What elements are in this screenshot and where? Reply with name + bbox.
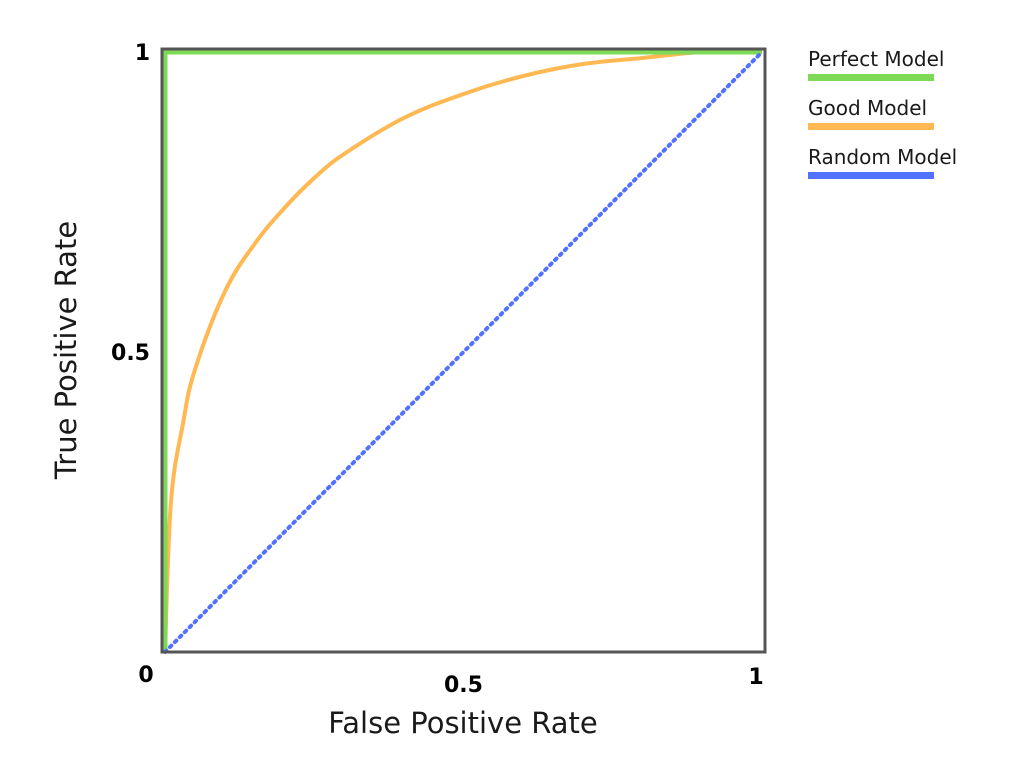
legend: Perfect Model Good Model Random Model <box>808 47 957 179</box>
legend-swatch-perfect-model <box>808 74 934 81</box>
y-tick-label: 1 <box>135 41 150 66</box>
y-axis-label: True Positive Rate <box>49 221 83 480</box>
series-line-good-model <box>163 49 763 653</box>
series-line-perfect-model <box>162 49 762 652</box>
plot-frame <box>160 47 767 654</box>
series-layer <box>162 49 764 654</box>
x-tick-label: 0.5 <box>444 673 483 698</box>
x-tick-label: 1 <box>748 665 763 690</box>
tick-layer: 0.5 1 0.5 1 0 <box>111 41 764 698</box>
legend-label-good-model: Good Model <box>808 96 927 120</box>
y-tick-label: 0.5 <box>111 341 150 366</box>
series-line-random-model <box>163 50 764 654</box>
legend-swatch-good-model <box>808 123 934 130</box>
legend-label-random-model: Random Model <box>808 145 957 169</box>
legend-swatch-random-model <box>808 172 934 179</box>
legend-label-perfect-model: Perfect Model <box>808 47 944 71</box>
origin-tick-label: 0 <box>138 663 153 688</box>
x-axis-label: False Positive Rate <box>328 706 598 740</box>
